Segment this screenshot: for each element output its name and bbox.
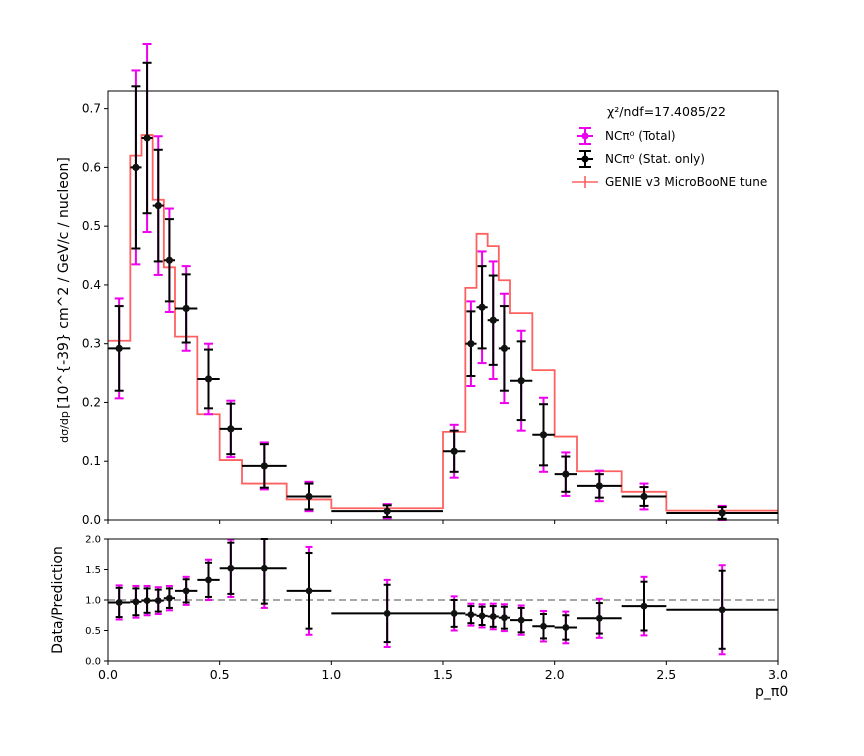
- ratio-point-13: [478, 612, 486, 620]
- data-point-19: [595, 482, 603, 490]
- prediction-histogram: [108, 134, 778, 512]
- ratio-point-11: [450, 610, 458, 617]
- x-tick-label-6: 3.0: [768, 667, 788, 682]
- ratio-point-7: [227, 564, 235, 572]
- ratio-x-ticks: 0.0 0.5 1.0 1.5 2.0 2.5 3.0: [98, 661, 788, 682]
- ratio-point-15: [501, 614, 508, 622]
- data-point-0: [115, 344, 123, 352]
- ratio-y-tick-label-3: 1.5: [85, 565, 101, 576]
- legend-stat-label: NCπ⁰ (Stat. only): [605, 152, 705, 166]
- ratio-point-12: [467, 611, 475, 619]
- data-point-11: [450, 447, 458, 455]
- ratio-point-9: [305, 587, 313, 595]
- x-axis-label: p_π0: [755, 684, 788, 700]
- data-point-20: [640, 492, 648, 501]
- data-point-6: [204, 375, 213, 383]
- main-y-axis-label: dσ/dp [10^{-39} cm^2 / GeV/c / nucleon]: [56, 157, 72, 443]
- data-point-8: [260, 462, 268, 470]
- main-y-tick-label-0: 0.0: [82, 513, 101, 527]
- x-tick-label-0: 0.0: [98, 667, 118, 682]
- ratio-point-0: [115, 599, 123, 606]
- data-points: [108, 42, 778, 521]
- ratio-y-axis-label: Data/Prediction: [50, 546, 66, 654]
- main-y-tick-label-3: 0.3: [82, 337, 101, 351]
- data-point-3: [154, 201, 162, 210]
- data-point-10: [383, 507, 391, 515]
- main-y-axis-label-prefix: dσ/dp: [58, 411, 71, 443]
- data-point-14: [489, 316, 497, 324]
- prediction-step-line: [108, 134, 778, 512]
- data-point-1: [132, 163, 140, 171]
- main-y-tick-label-1: 0.1: [82, 454, 101, 468]
- data-point-9: [305, 492, 313, 501]
- ratio-point-10: [383, 610, 391, 617]
- ratio-point-14: [489, 613, 497, 620]
- legend: χ²/ndf=17.4085/22 NCπ⁰ (Total) NCπ⁰ (Sta…: [572, 104, 767, 189]
- data-point-16: [517, 377, 525, 385]
- data-point-5: [182, 304, 190, 313]
- data-point-12: [467, 340, 475, 348]
- ratio-point-2: [143, 597, 151, 605]
- main-y-tick-label-6: 0.6: [82, 160, 101, 174]
- data-point-21: [718, 509, 726, 517]
- x-tick-label-3: 1.5: [433, 667, 453, 682]
- ratio-points: [108, 538, 778, 656]
- main-y-tick-label-7: 0.7: [82, 102, 101, 116]
- ratio-point-20: [640, 602, 648, 610]
- ratio-point-21: [718, 606, 726, 614]
- data-point-4: [165, 256, 174, 264]
- data-point-17: [539, 431, 548, 439]
- legend-genie-label: GENIE v3 MicroBooNE tune: [605, 175, 767, 189]
- ratio-y-tick-label-4: 2.0: [85, 535, 101, 546]
- chi2-label: χ²/ndf=17.4085/22: [607, 104, 726, 119]
- ratio-point-6: [205, 576, 212, 584]
- ratio-point-8: [260, 564, 268, 572]
- main-y-tick-label-4: 0.4: [82, 278, 101, 292]
- x-tick-label-5: 2.5: [656, 667, 676, 682]
- data-point-2: [143, 134, 151, 142]
- ratio-point-5: [182, 587, 190, 595]
- ratio-y-tick-label-1: 0.5: [85, 626, 101, 637]
- ratio-y-ticks: 0.0 0.5 1.0 1.5 2.0: [85, 535, 108, 668]
- ratio-point-17: [540, 622, 547, 630]
- main-y-axis-label-text: [10^{-39} cm^2 / GeV/c / nucleon]: [56, 157, 72, 409]
- legend-total-marker: [577, 127, 593, 145]
- main-y-ticks: 0.0 0.1 0.2 0.3 0.4 0.5 0.6 0.7: [82, 102, 779, 527]
- x-tick-label-2: 1.0: [321, 667, 341, 682]
- data-point-18: [562, 470, 570, 478]
- ratio-y-tick-label-0: 0.0: [85, 657, 101, 668]
- ratio-point-4: [166, 594, 173, 602]
- ratio-point-1: [132, 598, 140, 606]
- x-tick-label-1: 0.5: [210, 667, 230, 682]
- ratio-y-tick-label-2: 1.0: [85, 596, 101, 607]
- legend-total-label: NCπ⁰ (Total): [605, 129, 676, 143]
- data-point-13: [478, 303, 486, 311]
- data-point-7: [227, 425, 235, 433]
- x-tick-label-4: 2.0: [545, 667, 565, 682]
- ratio-point-18: [562, 624, 570, 631]
- data-point-15: [500, 344, 509, 352]
- ratio-point-16: [517, 616, 525, 624]
- ratio-point-19: [595, 614, 603, 622]
- main-y-tick-label-2: 0.2: [82, 395, 101, 409]
- main-y-tick-label-5: 0.5: [82, 219, 101, 233]
- legend-stat-marker: [577, 150, 593, 168]
- ratio-point-3: [154, 597, 162, 605]
- legend-genie-marker: [572, 176, 598, 188]
